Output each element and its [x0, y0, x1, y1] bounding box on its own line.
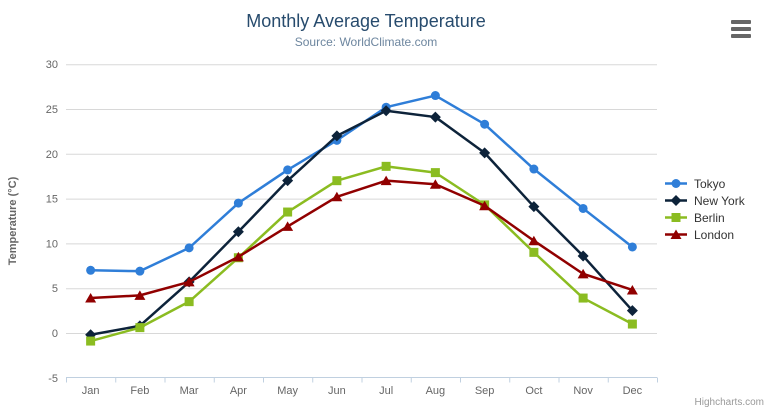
- marker-berlin: [135, 323, 145, 333]
- marker-new-york: [577, 250, 589, 262]
- marker-london: [528, 235, 540, 246]
- series-tokyo: [86, 91, 637, 276]
- x-axis-label: Nov: [573, 385, 593, 397]
- hamburger-bar: [731, 20, 751, 24]
- legend-marker-tokyo: [671, 179, 681, 188]
- marker-tokyo: [135, 266, 145, 276]
- legend-marker-berlin: [671, 213, 681, 222]
- marker-berlin: [529, 247, 539, 257]
- series-new-york: [85, 105, 638, 341]
- series-line-berlin: [89, 165, 634, 343]
- x-axis-label: Apr: [230, 385, 247, 397]
- y-axis-label: 15: [46, 194, 58, 206]
- marker-london: [183, 276, 195, 287]
- marker-london: [429, 179, 441, 189]
- marker-london: [626, 284, 638, 295]
- y-axis-label: 5: [52, 283, 58, 295]
- marker-new-york: [479, 147, 491, 159]
- x-axis-label: May: [277, 385, 298, 397]
- legend-marker-new-york: [670, 195, 682, 206]
- marker-berlin: [578, 293, 588, 303]
- x-axis-label: Jul: [379, 385, 393, 397]
- marker-tokyo: [86, 265, 96, 275]
- hamburger-bar: [731, 27, 751, 31]
- marker-london: [134, 290, 146, 300]
- marker-berlin: [86, 336, 96, 346]
- marker-london: [331, 191, 343, 202]
- marker-new-york: [331, 130, 343, 142]
- marker-tokyo: [430, 91, 440, 101]
- marker-berlin: [283, 207, 293, 217]
- marker-london: [479, 200, 491, 211]
- legend-marker-circle-icon: [665, 179, 687, 188]
- series-line-new-york: [89, 109, 634, 337]
- y-axis-label: 10: [46, 238, 58, 250]
- y-axis-label: 20: [46, 149, 58, 161]
- legend-label: London: [694, 227, 735, 242]
- marker-london: [380, 175, 392, 186]
- y-axis-label: -5: [48, 373, 58, 385]
- marker-berlin: [381, 161, 391, 171]
- x-axis-label: Dec: [623, 385, 643, 397]
- marker-new-york: [528, 201, 540, 213]
- marker-tokyo: [578, 203, 588, 213]
- marker-london: [577, 268, 589, 279]
- x-axis-label: Aug: [426, 385, 446, 397]
- marker-new-york: [232, 226, 244, 238]
- marker-berlin: [627, 319, 637, 329]
- legend-marker-london: [670, 229, 682, 239]
- y-axis-title: Temperature (°C): [7, 176, 19, 265]
- series-london: [85, 175, 638, 303]
- marker-london: [232, 251, 244, 262]
- legend-marker-diamond-icon: [665, 195, 687, 206]
- credits-link[interactable]: Highcharts.com: [694, 397, 764, 408]
- marker-london: [282, 221, 294, 231]
- marker-berlin: [184, 297, 194, 307]
- legend-label: New York: [694, 193, 745, 208]
- x-axis-label: Jan: [82, 385, 100, 397]
- chart-subtitle: Source: WorldClimate.com: [294, 35, 438, 49]
- y-axis-label: 0: [52, 328, 58, 340]
- x-axis-label: Oct: [525, 385, 542, 397]
- marker-tokyo: [627, 242, 637, 252]
- legend-marker-square-icon: [665, 213, 687, 222]
- marker-new-york: [429, 111, 441, 123]
- legend-item-london[interactable]: London: [663, 226, 745, 243]
- marker-tokyo: [480, 119, 490, 129]
- legend-item-berlin[interactable]: Berlin: [663, 209, 745, 226]
- x-axis-label: Feb: [130, 385, 149, 397]
- legend-label: Tokyo: [694, 176, 726, 191]
- x-axis-label: Sep: [475, 385, 495, 397]
- marker-new-york: [626, 305, 638, 317]
- legend-item-tokyo[interactable]: Tokyo: [663, 175, 745, 192]
- legend-label: Berlin: [694, 210, 725, 225]
- marker-tokyo: [184, 243, 194, 253]
- y-axis-label: 30: [46, 59, 58, 71]
- hamburger-bar: [731, 34, 751, 38]
- chart-title: Monthly Average Temperature: [246, 11, 486, 31]
- series-line-london: [89, 179, 634, 300]
- y-axis-label: 25: [46, 104, 58, 116]
- series-line-tokyo: [89, 94, 634, 273]
- marker-london: [85, 293, 97, 303]
- x-axis-label: Jun: [328, 385, 346, 397]
- marker-berlin: [430, 168, 440, 178]
- legend: Tokyo New York Berlin London: [663, 175, 745, 243]
- marker-tokyo: [233, 198, 243, 208]
- marker-berlin: [332, 176, 342, 186]
- marker-tokyo: [529, 164, 539, 174]
- legend-item-new-york[interactable]: New York: [663, 192, 745, 209]
- marker-new-york: [282, 175, 294, 187]
- hamburger-menu-icon[interactable]: [731, 20, 751, 41]
- marker-tokyo: [283, 165, 293, 175]
- legend-marker-triangle-icon: [665, 229, 687, 239]
- marker-new-york: [380, 105, 392, 117]
- x-axis-label: Mar: [180, 385, 199, 397]
